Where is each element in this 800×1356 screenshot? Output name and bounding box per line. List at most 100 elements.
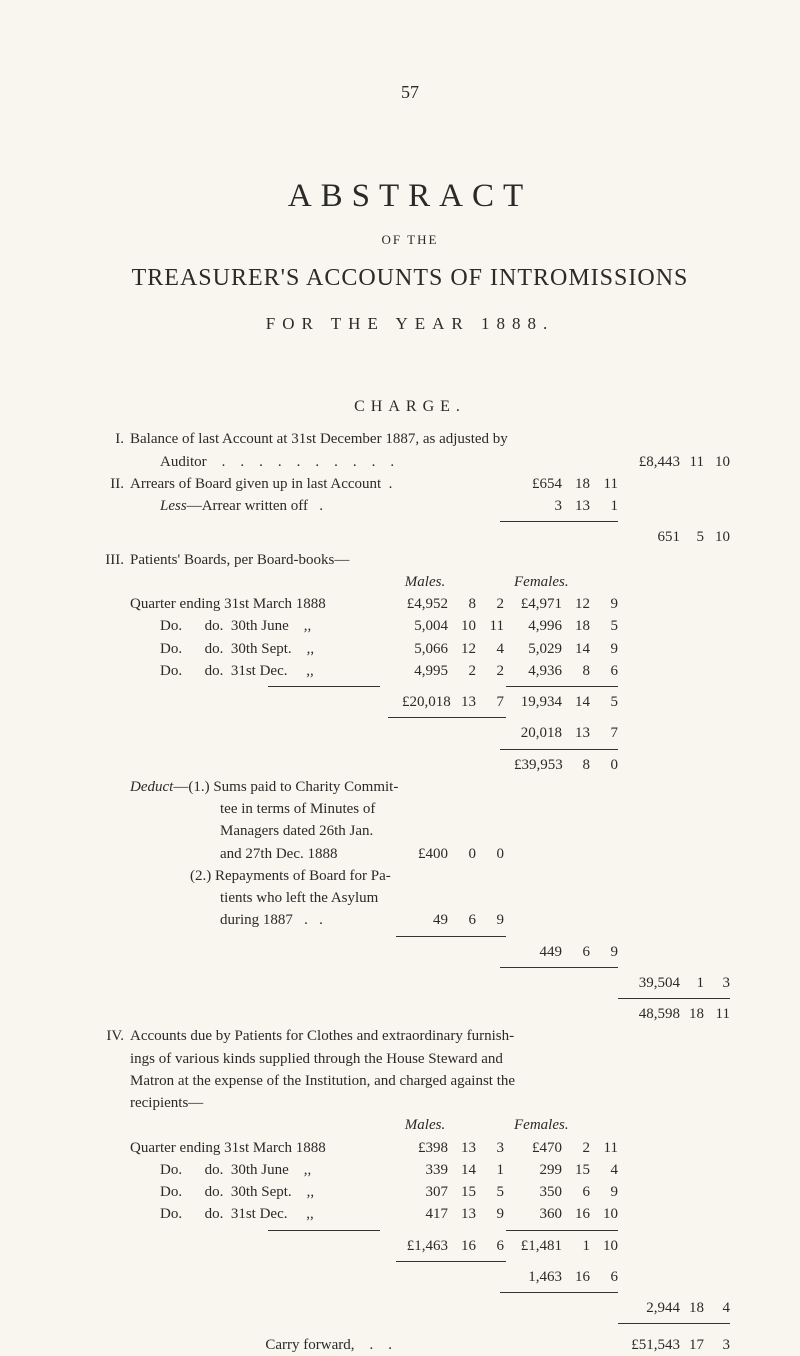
roman-i: I. xyxy=(90,429,130,449)
table-row: Do. do. 30th Sept. ,, xyxy=(130,1182,402,1202)
amount: 18 xyxy=(562,474,590,494)
amount: 4 xyxy=(590,1160,626,1180)
amount: 10 xyxy=(590,1204,626,1224)
amount: 9 xyxy=(590,639,626,659)
title-abstract: ABSTRACT xyxy=(90,174,730,219)
amount: 1 xyxy=(590,496,626,516)
rule xyxy=(618,1323,730,1324)
amount: 17 xyxy=(680,1335,704,1355)
amount: 8 xyxy=(562,755,590,775)
amount: 18 xyxy=(562,616,590,636)
amount: £470 xyxy=(514,1138,562,1158)
amount: 4,996 xyxy=(514,616,562,636)
amount: 14 xyxy=(448,1160,476,1180)
rule xyxy=(500,749,618,750)
carry-forward: Carry forward, . . xyxy=(130,1335,402,1355)
amount: 6 xyxy=(476,1236,514,1256)
rule xyxy=(500,967,618,968)
amount: 12 xyxy=(448,639,476,659)
col-header-females: Females. xyxy=(514,1115,562,1135)
rule xyxy=(388,717,506,718)
item-i-line2: Auditor . . . . . . . . . . xyxy=(130,452,402,472)
item-ii-line2: Less—Arrear written off . xyxy=(130,496,402,516)
rule xyxy=(268,686,380,687)
amount: 15 xyxy=(562,1160,590,1180)
amount: 10 xyxy=(704,527,730,547)
item-iv-line: Matron at the expense of the Institution… xyxy=(130,1071,730,1091)
rule xyxy=(506,1230,618,1231)
table-row: Do. do. 30th Sept. ,, xyxy=(130,639,402,659)
page-number: 57 xyxy=(90,80,730,104)
rule xyxy=(506,686,618,687)
amount: 11 xyxy=(680,452,704,472)
amount: 11 xyxy=(590,1138,626,1158)
amount: 4 xyxy=(704,1298,730,1318)
amount: 651 xyxy=(626,527,680,547)
amount: £398 xyxy=(402,1138,448,1158)
amount: 299 xyxy=(514,1160,562,1180)
rule xyxy=(396,1261,506,1262)
charge-heading: CHARGE. xyxy=(90,396,730,418)
amount: 3 xyxy=(476,1138,514,1158)
deduct-line: (2.) Repayments of Board for Pa- xyxy=(130,866,730,886)
amount: 10 xyxy=(448,616,476,636)
amount: 5 xyxy=(590,616,626,636)
roman-iii: III. xyxy=(90,550,130,570)
deduct-line: and 27th Dec. 1888 xyxy=(130,844,402,864)
amount: 12 xyxy=(562,594,590,614)
amount: 1 xyxy=(562,1236,590,1256)
amount: 9 xyxy=(590,594,626,614)
amount: £20,018 xyxy=(402,692,448,712)
amount: 5 xyxy=(680,527,704,547)
table-row: Do. do. 30th June ,, xyxy=(130,1160,402,1180)
table-row: Do. do. 30th June ,, xyxy=(130,616,402,636)
item-ii-line1: Arrears of Board given up in last Accoun… xyxy=(130,474,402,494)
amount: 449 xyxy=(514,942,562,962)
table-row: Do. do. 31st Dec. ,, xyxy=(130,1204,402,1224)
amount: 11 xyxy=(590,474,626,494)
amount: 9 xyxy=(590,942,626,962)
amount: 7 xyxy=(476,692,514,712)
amount: £4,952 xyxy=(402,594,448,614)
amount: 15 xyxy=(448,1182,476,1202)
col-header-males: Males. xyxy=(402,572,448,592)
item-iii-head: Patients' Boards, per Board-books— xyxy=(130,550,730,570)
roman-ii: II. xyxy=(90,474,130,494)
amount: 14 xyxy=(562,692,590,712)
amount: 3 xyxy=(704,973,730,993)
amount: £39,953 xyxy=(514,755,562,775)
amount: 19,934 xyxy=(514,692,562,712)
amount: 6 xyxy=(562,942,590,962)
amount: 13 xyxy=(448,692,476,712)
deduct-line: tee in terms of Minutes of xyxy=(130,799,730,819)
deduct-line: Deduct—(1.) Sums paid to Charity Commit- xyxy=(130,777,730,797)
amount: 417 xyxy=(402,1204,448,1224)
item-iv-line: recipients— xyxy=(130,1093,730,1113)
roman-iv: IV. xyxy=(90,1026,130,1046)
amount: 4,995 xyxy=(402,661,448,681)
rule xyxy=(618,998,730,999)
amount: 360 xyxy=(514,1204,562,1224)
amount: 5 xyxy=(590,692,626,712)
col-header-females: Females. xyxy=(514,572,562,592)
amount: 6 xyxy=(590,661,626,681)
amount: £654 xyxy=(514,474,562,494)
amount: 13 xyxy=(562,723,590,743)
amount: 2,944 xyxy=(626,1298,680,1318)
amount: £8,443 xyxy=(626,452,680,472)
amount: 0 xyxy=(476,844,514,864)
amount: 5,029 xyxy=(514,639,562,659)
rule xyxy=(268,1230,380,1231)
amount: 39,504 xyxy=(626,973,680,993)
title-main: TREASURER'S ACCOUNTS OF INTROMISSIONS xyxy=(90,262,730,294)
amount: £4,971 xyxy=(514,594,562,614)
amount: 2 xyxy=(476,661,514,681)
deduct-line: tients who left the Asylum xyxy=(130,888,730,908)
amount: 1 xyxy=(680,973,704,993)
rule xyxy=(500,1292,618,1293)
amount: 350 xyxy=(514,1182,562,1202)
table-row: Quarter ending 31st March 1888 xyxy=(130,594,402,614)
col-header-males: Males. xyxy=(402,1115,448,1135)
amount: 9 xyxy=(590,1182,626,1202)
amount: 13 xyxy=(448,1138,476,1158)
